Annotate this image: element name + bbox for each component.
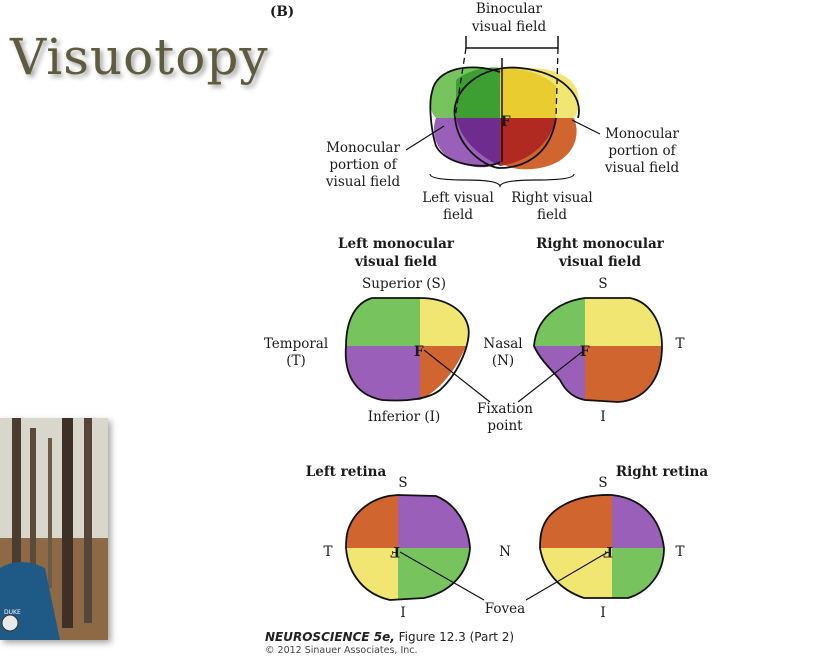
- right-retina-s-label: S: [598, 475, 607, 491]
- lr-fovea-mark: F: [390, 543, 400, 559]
- slide-title: Visuotopy: [10, 28, 269, 86]
- binocular-dash-right: [555, 47, 559, 119]
- top-fixation-mark: F: [501, 114, 511, 130]
- right-monocular-title-2: visual field: [558, 254, 641, 270]
- mono-left-label-1: Monocular: [326, 140, 400, 156]
- right-field-t-label: T: [675, 336, 684, 352]
- inferior-label: Inferior (I): [368, 409, 441, 425]
- lr-lower-right: [398, 548, 470, 600]
- binocular-dash-left: [454, 47, 467, 119]
- binocular-left-inferior: [456, 118, 500, 166]
- figure-caption: NEUROSCIENCE 5e, Figure 12.3 (Part 2): [265, 630, 514, 644]
- left-retina-i-label: I: [400, 605, 405, 621]
- lmf-lower-left: [345, 346, 420, 400]
- left-retina: F: [345, 494, 471, 601]
- fovea-leader-left: [399, 551, 485, 601]
- rr-fovea-mark: F: [603, 543, 613, 559]
- binocular-right-superior: [500, 68, 556, 118]
- retina-n-label: N: [499, 544, 511, 560]
- binocular-label-2: visual field: [471, 19, 547, 35]
- right-retina-title: Right retina: [616, 464, 708, 480]
- right-field-label-1: Right visual: [511, 190, 592, 206]
- lr-lower-left: [346, 548, 398, 600]
- left-retina-title: Left retina: [306, 464, 387, 480]
- lmf-lower-right: [420, 346, 466, 400]
- rmf-lower-left: [534, 346, 585, 400]
- right-field-label-2: field: [537, 207, 567, 223]
- right-field-s-label: S: [598, 276, 607, 292]
- mono-right-label-3: visual field: [604, 160, 680, 176]
- left-monocular-title-2: visual field: [354, 254, 437, 270]
- mono-right-label-1: Monocular: [605, 126, 679, 142]
- lr-upper-left: [346, 495, 398, 548]
- presenter-webcam-thumbnail: DUKE: [0, 418, 108, 640]
- rmf-upper-right: [585, 298, 662, 346]
- rmf-fixation-mark: F: [580, 344, 590, 360]
- fixation-leader-left: [423, 349, 491, 403]
- nasal-label-1: Nasal: [483, 336, 522, 352]
- lmf-outline: [344, 297, 470, 402]
- rr-lower-right: [612, 548, 664, 598]
- fixation-leader-right: [517, 351, 583, 403]
- left-field-label-2: field: [443, 207, 473, 223]
- lmf-upper-right: [420, 298, 470, 346]
- mono-left-label-2: portion of: [329, 157, 397, 173]
- superior-label: Superior (S): [362, 276, 446, 292]
- rmf-outline: [533, 297, 663, 403]
- temporal-label-2: (T): [286, 353, 306, 369]
- temporal-label-1: Temporal: [264, 336, 328, 352]
- fixation-label-2: point: [487, 418, 523, 434]
- svg-text:DUKE: DUKE: [4, 609, 21, 616]
- rr-upper-left: [540, 494, 612, 548]
- binocular-bottom-outline: [454, 117, 557, 169]
- fovea-label: Fovea: [485, 601, 525, 617]
- rmf-lower-right: [585, 346, 662, 402]
- leader-mono-left: [405, 125, 445, 151]
- field-brace: [429, 173, 575, 188]
- right-retina: F: [539, 494, 665, 599]
- fovea-leader-right: [525, 551, 609, 601]
- left-monocular-field: F: [344, 297, 470, 402]
- right-retina-t-label: T: [675, 544, 684, 560]
- right-monocular-field: F: [533, 297, 663, 403]
- caption-figure: Figure 12.3 (Part 2): [394, 630, 515, 644]
- webcam-video-frame: DUKE: [0, 418, 108, 640]
- binocular-left-superior: [456, 67, 500, 118]
- left-retina-t-label: T: [323, 544, 332, 560]
- lr-upper-right: [398, 495, 470, 548]
- right-oval-top-outline: [453, 66, 580, 119]
- mono-right-label-2: portion of: [608, 143, 676, 159]
- right-monocular-title-1: Right monocular: [536, 236, 665, 252]
- lmf-upper-left: [346, 298, 420, 346]
- rmf-upper-left: [534, 298, 585, 346]
- caption-book: NEUROSCIENCE 5e,: [265, 630, 395, 644]
- leader-mono-right: [571, 119, 601, 135]
- left-retina-s-label: S: [398, 475, 407, 491]
- right-retina-i-label: I: [600, 605, 605, 621]
- left-monocular-title-1: Left monocular: [338, 236, 455, 252]
- lr-outline: [345, 494, 471, 601]
- copyright-notice: © 2012 Sinauer Associates, Inc.: [265, 645, 418, 656]
- binocular-bracket: [465, 36, 559, 49]
- right-field-i-label: I: [600, 409, 605, 425]
- left-field-label-1: Left visual: [422, 190, 494, 206]
- rr-outline: [539, 494, 665, 599]
- figure-tag: (B): [270, 4, 294, 20]
- nasal-label-2: (N): [492, 353, 514, 369]
- mono-left-label-3: visual field: [325, 174, 401, 190]
- combined-visual-field: F: [405, 36, 601, 188]
- binocular-right-inferior: [500, 118, 556, 166]
- binocular-label-1: Binocular: [476, 1, 543, 17]
- fixation-label-1: Fixation: [477, 401, 533, 417]
- rr-upper-right: [612, 495, 664, 548]
- left-oval-outline: [429, 66, 501, 167]
- lmf-fixation-mark: F: [414, 344, 424, 360]
